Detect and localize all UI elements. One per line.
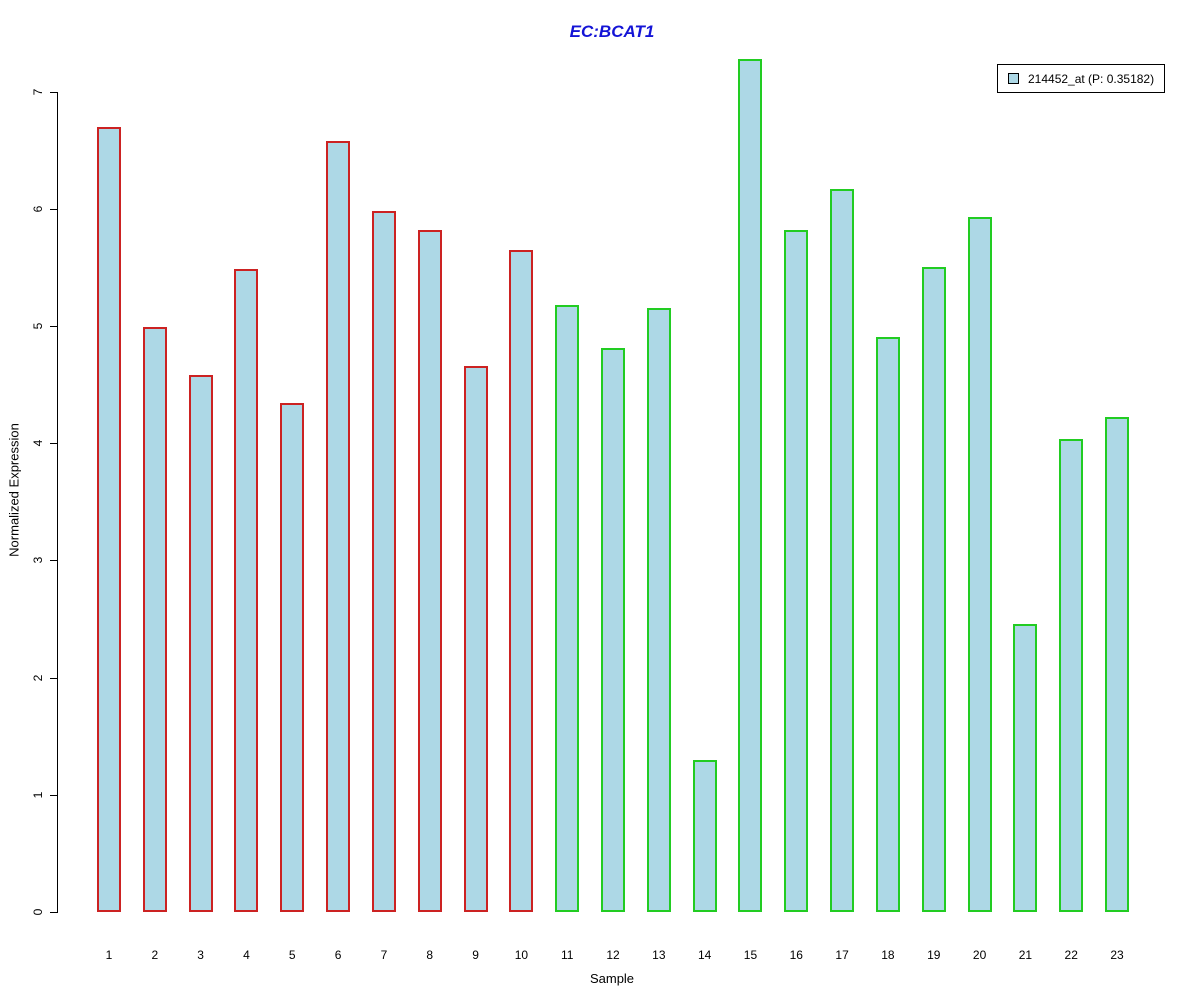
x-tick-label: 21: [1018, 948, 1033, 962]
bar-sample-5: [280, 403, 305, 912]
bar-sample-7: [371, 211, 396, 912]
legend: 214452_at (P: 0.35182): [997, 64, 1165, 93]
y-tick-mark: [50, 326, 57, 327]
bar-sample-15: [738, 58, 763, 912]
x-tick-label: 2: [151, 948, 159, 962]
y-tick-label: 4: [31, 439, 45, 447]
x-tick-label: 8: [426, 948, 434, 962]
y-tick-mark: [50, 443, 57, 445]
y-tick-label: 0: [31, 908, 45, 916]
bar-sample-20: [967, 217, 992, 912]
bar-sample-16: [784, 229, 809, 912]
x-tick-label: 15: [743, 948, 758, 962]
bar-sample-22: [1059, 438, 1084, 912]
bar-sample-6: [326, 140, 351, 912]
bar-sample-13: [646, 308, 671, 912]
y-tick-label: 5: [31, 322, 45, 330]
x-tick-label: 4: [243, 948, 250, 962]
legend-swatch-icon: [1008, 73, 1019, 84]
y-tick-label: 6: [31, 205, 45, 213]
y-tick-mark: [50, 677, 57, 679]
chart-title: EC:BCAT1: [569, 22, 655, 41]
bar-sample-9: [463, 365, 488, 912]
x-tick-label: 10: [514, 948, 529, 962]
bar-sample-4: [234, 268, 259, 912]
x-tick-label: 20: [972, 948, 987, 962]
y-tick-mark: [50, 91, 57, 93]
x-tick-label: 5: [288, 948, 296, 962]
bar-sample-3: [188, 375, 213, 912]
x-tick-label: 9: [472, 948, 479, 962]
x-tick-label: 13: [652, 948, 666, 962]
x-tick-label: 3: [197, 948, 204, 962]
bar-sample-12: [601, 348, 626, 912]
y-tick-mark: [50, 794, 57, 796]
x-tick-label: 22: [1064, 948, 1078, 962]
x-tick-label: 18: [881, 948, 895, 962]
x-tick-label: 11: [560, 948, 574, 962]
y-axis-line: [57, 91, 58, 913]
x-tick-label: 23: [1110, 948, 1124, 962]
bar-sample-17: [830, 188, 855, 912]
y-tick-label: 7: [31, 88, 45, 95]
y-axis-label: Normalized Expression: [6, 423, 22, 557]
bar-sample-10: [509, 249, 534, 912]
bar-sample-11: [555, 304, 580, 912]
bar-sample-8: [417, 229, 442, 912]
bar-sample-2: [142, 327, 167, 912]
y-tick-mark: [50, 912, 57, 913]
bar-sample-21: [1013, 623, 1038, 912]
y-tick-label: 3: [31, 557, 45, 564]
x-tick-label: 7: [380, 948, 388, 962]
bar-sample-23: [1105, 417, 1130, 912]
x-tick-label: 12: [606, 948, 620, 962]
x-tick-label: 14: [697, 948, 712, 962]
bar-sample-1: [97, 126, 121, 912]
bar-sample-18: [875, 336, 900, 912]
y-tick-label: 1: [31, 791, 45, 799]
x-tick-label: 6: [334, 948, 342, 962]
y-tick-mark: [50, 208, 57, 210]
y-tick-mark: [50, 560, 57, 562]
x-tick-label: 16: [789, 948, 803, 962]
legend-label: 214452_at (P: 0.35182): [1028, 71, 1155, 86]
x-axis-label: Sample: [589, 971, 635, 986]
bar-sample-14: [692, 759, 717, 912]
y-tick-label: 2: [31, 674, 45, 681]
bar-sample-19: [921, 267, 946, 912]
x-tick-label: 17: [835, 948, 849, 962]
x-tick-label: 1: [105, 948, 113, 962]
x-tick-label: 19: [927, 948, 941, 962]
